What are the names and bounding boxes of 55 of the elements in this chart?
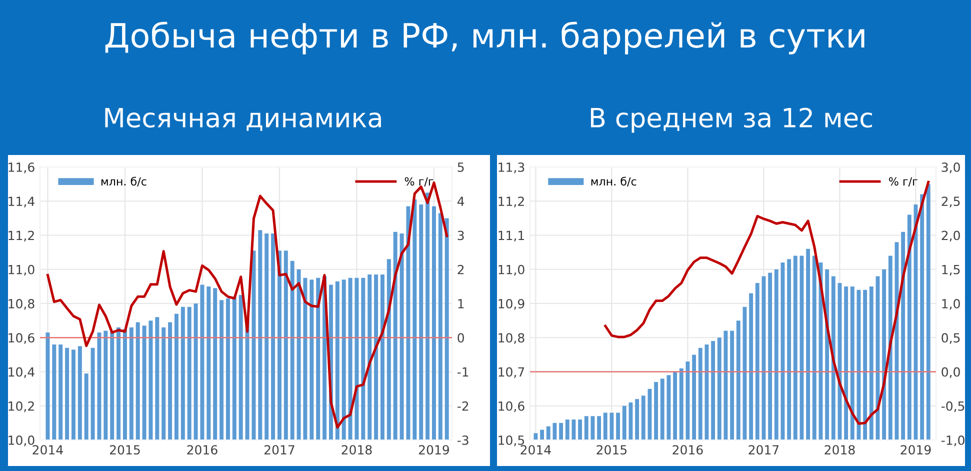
y2-tick-label: 1 — [458, 299, 464, 308]
y-tick-label: 11,1 — [498, 230, 524, 242]
legend-label: % г/г — [888, 177, 918, 186]
y2-tick-label: 0 — [458, 333, 464, 343]
y2-tick-label: -1 — [457, 367, 468, 376]
y-tick-label: 11,0 — [8, 264, 34, 276]
x-tick-label: 2014 — [32, 445, 63, 455]
x-tick-label: 2019 — [418, 445, 449, 455]
y-tick-label: 10,7 — [498, 367, 524, 378]
y2-tick-label: -0,5 — [941, 401, 964, 412]
y2-tick-label: 0,0 — [942, 367, 960, 378]
y-tick-label: 10,4 — [8, 367, 34, 378]
y-tick-label: 10,8 — [8, 298, 34, 310]
chart-title: Добыча нефти в РФ, млн. баррелей в сутки — [105, 22, 864, 54]
legend-label: % г/г — [404, 177, 434, 186]
x-tick-label: 2018 — [342, 445, 372, 455]
chart-subtitle: Месячная динамика — [105, 108, 381, 131]
y2-tick-label: 3 — [458, 230, 464, 240]
x-tick-label: 2015 — [110, 445, 140, 455]
y2-tick-label: 0,5 — [942, 333, 960, 344]
y-tick-label: 10,8 — [498, 333, 524, 344]
x-tick-label: 2015 — [596, 445, 627, 455]
y2-tick-label: 1,0 — [942, 298, 960, 310]
y-tick-label: 11,0 — [498, 264, 524, 276]
legend-label: млн. б/с — [101, 176, 146, 186]
y-tick-label: 10,2 — [8, 401, 34, 412]
y-tick-label: 10,0 — [8, 435, 34, 446]
y2-tick-label: 2 — [458, 264, 464, 274]
y-tick-label: 11,3 — [498, 162, 524, 174]
y-tick-label: 11,4 — [8, 196, 34, 208]
y2-tick-label: 3,0 — [942, 162, 960, 174]
y2-tick-label: 2,5 — [942, 196, 960, 208]
y-tick-label: 11,6 — [8, 162, 34, 174]
y2-tick-label: 5 — [458, 162, 464, 172]
x-tick-label: 2017 — [264, 445, 294, 455]
y2-tick-label: 4 — [457, 196, 464, 206]
y2-tick-label: 2,0 — [942, 230, 960, 242]
chart-subtitle: В среднем за 12 мес — [590, 108, 872, 133]
y2-tick-label: 1,5 — [942, 265, 960, 276]
x-tick-label: 2018 — [824, 445, 855, 455]
y2-tick-label: -2 — [457, 401, 468, 411]
x-tick-label: 2019 — [900, 445, 931, 455]
x-tick-label: 2014 — [520, 445, 551, 455]
x-tick-label: 2016 — [187, 445, 218, 455]
x-tick-label: 2016 — [672, 445, 703, 455]
y-tick-label: 10,5 — [498, 435, 524, 446]
y-tick-label: 10,9 — [498, 298, 524, 310]
legend-label: млн. б/с — [591, 176, 636, 186]
y2-tick-label: -1,0 — [941, 435, 964, 446]
y-tick-label: 10,6 — [498, 401, 524, 412]
x-tick-label: 2017 — [748, 445, 779, 455]
y-tick-label: 11,2 — [8, 230, 34, 242]
y-tick-label: 10,6 — [8, 333, 34, 344]
y-tick-label: 11,2 — [498, 196, 524, 208]
y2-tick-label: -3 — [457, 435, 468, 445]
